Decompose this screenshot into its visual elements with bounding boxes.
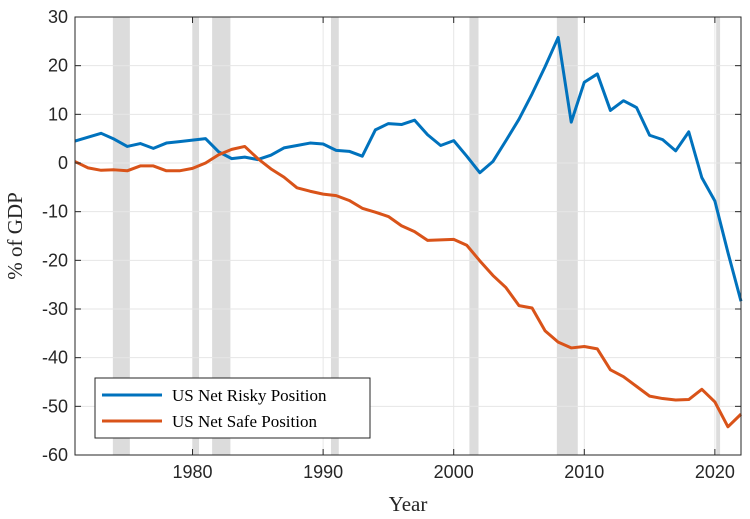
x-tick-label: 2000 [434, 462, 474, 482]
recession-band-3 [330, 17, 339, 455]
legend-label-safe: US Net Safe Position [172, 412, 317, 431]
recession-shading-group [112, 17, 721, 455]
x-tick-label: 1990 [303, 462, 343, 482]
recession-band-5 [556, 17, 578, 455]
y-tick-label: -40 [42, 348, 68, 368]
y-tick-label: 0 [58, 153, 68, 173]
legend-label-risky: US Net Risky Position [172, 386, 327, 405]
series-line-1 [74, 144, 743, 429]
recession-band-1 [192, 17, 200, 455]
y-axis-title: % of GDP [3, 192, 27, 280]
y-tick-label: -20 [42, 250, 68, 270]
x-tick-label: 1980 [173, 462, 213, 482]
x-axis-title: Year [389, 492, 428, 516]
legend: US Net Risky Position US Net Safe Positi… [94, 377, 371, 439]
y-tick-label: -50 [42, 396, 68, 416]
recession-band-0 [112, 17, 130, 455]
y-tick-label: 10 [48, 104, 68, 124]
series-lines-group [74, 35, 743, 429]
y-tick-label: -10 [42, 202, 68, 222]
axis-ticks-group [75, 16, 741, 456]
series-line-0 [74, 35, 743, 302]
y-tick-label: -60 [42, 445, 68, 465]
recession-band-4 [469, 17, 479, 455]
y-tick-label: 20 [48, 56, 68, 76]
x-tick-label: 2020 [695, 462, 735, 482]
plot-area-frame [74, 16, 742, 456]
y-tick-label: 30 [48, 7, 68, 27]
recession-band-2 [212, 17, 231, 455]
recession-band-6 [716, 17, 721, 455]
y-tick-label: -30 [42, 299, 68, 319]
legend-box [94, 377, 371, 439]
x-tick-label: 2010 [564, 462, 604, 482]
